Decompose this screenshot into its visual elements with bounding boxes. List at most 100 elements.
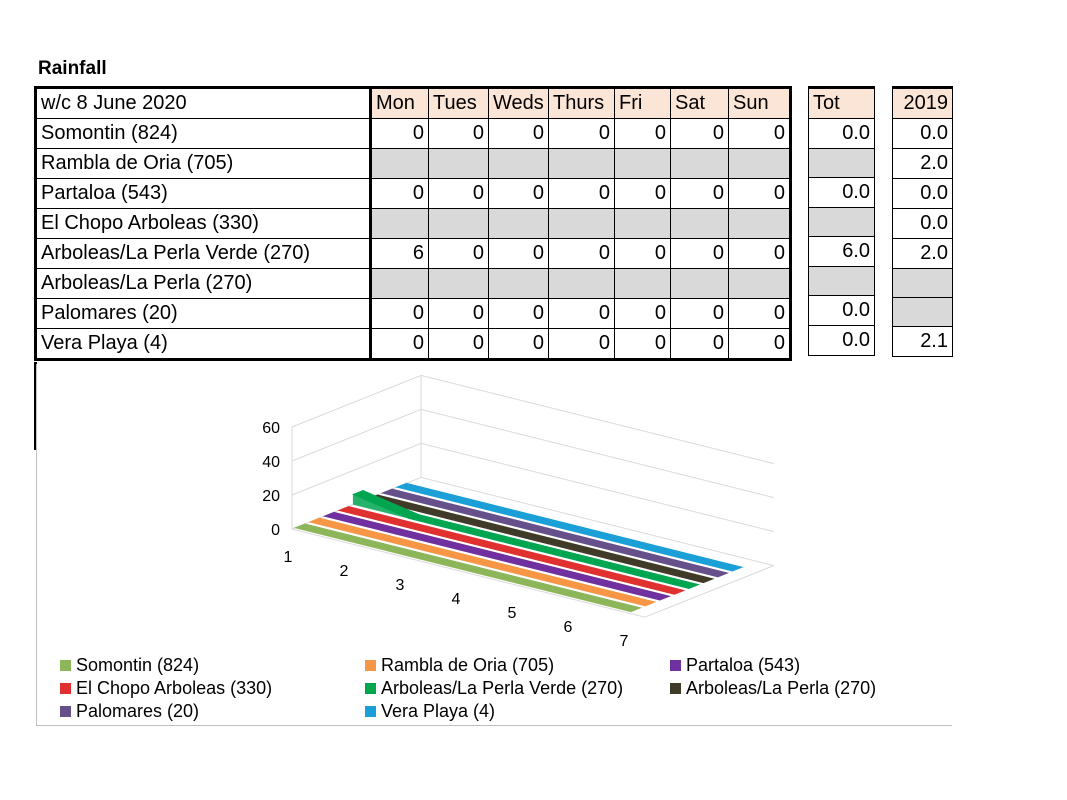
rain-value: 0 — [670, 178, 729, 209]
rain-value: 0 — [614, 328, 671, 361]
legend-item: Palomares (20) — [60, 700, 199, 722]
empty-cell — [670, 208, 729, 239]
empty-cell — [728, 208, 792, 239]
series-ribbon-1 — [293, 523, 643, 613]
table-row: Rambla de Oria (705) — [34, 148, 792, 179]
x-axis-line — [291, 528, 645, 618]
table-row: Palomares (20) 0 0 0 0 0 0 0 — [34, 298, 792, 329]
tot-value: 0.0 — [808, 325, 875, 356]
legend-swatch — [365, 660, 376, 671]
empty-cell — [488, 268, 549, 299]
rain-value: 0 — [728, 118, 792, 149]
rain-value: 0 — [370, 328, 429, 361]
legend-label: Arboleas/La Perla (270) — [686, 678, 877, 698]
station-label: Vera Playa (4) — [34, 328, 372, 361]
table-row: 2.0 — [892, 148, 953, 179]
table-row: 0.0 — [808, 118, 875, 149]
legend-label: Vera Playa (4) — [381, 701, 496, 721]
tot-header: Tot — [808, 86, 875, 119]
table-row: Arboleas/La Perla (270) — [34, 268, 792, 299]
rain-value: 0 — [670, 298, 729, 329]
empty-cell — [808, 207, 875, 237]
table-row: 2.0 — [892, 238, 953, 269]
empty-cell — [808, 266, 875, 296]
rain-value: 0 — [728, 328, 792, 361]
legend-item: Partaloa (543) — [670, 654, 800, 676]
empty-cell — [370, 148, 429, 179]
day-header-weds: Weds — [488, 86, 549, 119]
rain-value: 0 — [548, 238, 615, 269]
rain-value: 0 — [614, 178, 671, 209]
table-row: 0.0 — [808, 177, 875, 208]
empty-cell — [892, 268, 953, 298]
x-tick-label: 7 — [620, 633, 629, 650]
rain-value: 0 — [488, 238, 549, 269]
empty-cell — [548, 148, 615, 179]
table-row: Partaloa (543) 0 0 0 0 0 0 0 — [34, 178, 792, 209]
empty-cell — [370, 208, 429, 239]
rain-value: 0 — [614, 298, 671, 329]
empty-cell — [548, 268, 615, 299]
rain-value: 0 — [428, 328, 489, 361]
rain-value: 0 — [670, 328, 729, 361]
table-frame-extension — [34, 362, 37, 450]
y2019-value: 0.0 — [892, 178, 953, 209]
legend-item: Arboleas/La Perla (270) — [670, 677, 876, 699]
station-label: Palomares (20) — [34, 298, 372, 329]
y-tick-label: 0 — [271, 522, 280, 539]
table-row: Arboleas/La Perla Verde (270) 6 0 0 0 0 0 0 — [34, 238, 792, 269]
rain-value: 0 — [488, 118, 549, 149]
table-header-row: 2019 — [892, 86, 953, 119]
legend-item: Arboleas/La Perla Verde (270) — [365, 677, 623, 699]
rain-value: 0 — [728, 298, 792, 329]
rainfall-table: w/c 8 June 2020 Mon Tues Weds Thurs Fri Sat Sun… — [34, 86, 792, 361]
legend-swatch — [60, 660, 71, 671]
rain-value: 0 — [728, 178, 792, 209]
empty-cell — [488, 148, 549, 179]
empty-cell — [488, 208, 549, 239]
table-row: 0.0 — [892, 178, 953, 209]
station-label: El Chopo Arboleas (330) — [34, 208, 372, 239]
y2019-value: 0.0 — [892, 118, 953, 149]
table-row — [808, 207, 875, 237]
x-tick-label: 5 — [508, 605, 517, 622]
empty-cell — [614, 208, 671, 239]
table-row: 0.0 — [892, 208, 953, 239]
rain-value: 0 — [614, 238, 671, 269]
rain-value: 0 — [548, 118, 615, 149]
legend-swatch — [60, 706, 71, 717]
empty-cell — [428, 208, 489, 239]
station-label: Somontin (824) — [34, 118, 372, 149]
table-row — [808, 266, 875, 296]
rain-value: 0 — [370, 178, 429, 209]
legend-swatch — [365, 683, 376, 694]
tot-value: 0.0 — [808, 295, 875, 326]
rain-value: 0 — [428, 118, 489, 149]
page-title: Rainfall — [38, 58, 107, 79]
empty-cell — [548, 208, 615, 239]
y-tick-label: 60 — [262, 420, 280, 437]
rain-value: 0 — [670, 118, 729, 149]
rain-value: 0 — [670, 238, 729, 269]
legend-label: Somontin (824) — [76, 655, 200, 675]
series-ribbon-3 — [322, 511, 672, 601]
table-row — [808, 148, 875, 178]
rain-value: 0 — [428, 238, 489, 269]
depth-axis-line — [644, 565, 775, 618]
y2019-value: 0.0 — [892, 208, 953, 239]
empty-cell — [808, 148, 875, 178]
year-2019-table: 2019 0.0 2.0 0.0 0.0 2.0 2.1 — [892, 86, 953, 357]
empty-cell — [728, 148, 792, 179]
rain-value: 0 — [428, 298, 489, 329]
y2019-value: 2.0 — [892, 148, 953, 179]
table-header-row: Tot — [808, 86, 875, 119]
x-tick-label: 2 — [340, 563, 349, 580]
legend-swatch — [365, 706, 376, 717]
empty-cell — [428, 268, 489, 299]
x-tick-label: 6 — [564, 619, 573, 636]
week-label: w/c 8 June 2020 — [34, 86, 372, 119]
table-row: 2.1 — [892, 326, 953, 357]
table-row: El Chopo Arboleas (330) — [34, 208, 792, 239]
x-tick-label: 4 — [452, 591, 461, 608]
table-row — [892, 268, 953, 298]
